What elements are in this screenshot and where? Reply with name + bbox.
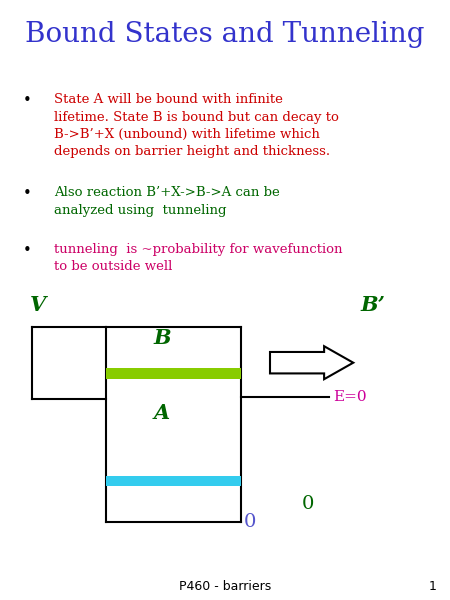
Text: 0: 0 <box>243 513 256 531</box>
Text: State A will be bound with infinite
lifetime. State B is bound but can decay to
: State A will be bound with infinite life… <box>54 93 339 158</box>
Text: A: A <box>154 403 170 423</box>
Text: 0: 0 <box>302 495 315 513</box>
Text: Bound States and Tunneling: Bound States and Tunneling <box>25 21 425 48</box>
Bar <box>106 476 241 486</box>
Text: •: • <box>22 243 31 258</box>
Text: •: • <box>22 93 31 108</box>
Text: •: • <box>22 186 31 201</box>
Polygon shape <box>270 346 353 379</box>
Text: 1: 1 <box>428 580 436 593</box>
Text: B’: B’ <box>360 295 385 315</box>
Text: Also reaction B’+X->B->A can be
analyzed using  tunneling: Also reaction B’+X->B->A can be analyzed… <box>54 186 280 217</box>
Text: B: B <box>153 328 171 348</box>
Text: tunneling  is ~probability for wavefunction
to be outside well: tunneling is ~probability for wavefuncti… <box>54 243 342 274</box>
Bar <box>106 368 241 379</box>
Text: P460 - barriers: P460 - barriers <box>179 580 271 593</box>
Text: V: V <box>30 295 46 315</box>
Text: E=0: E=0 <box>333 390 367 404</box>
